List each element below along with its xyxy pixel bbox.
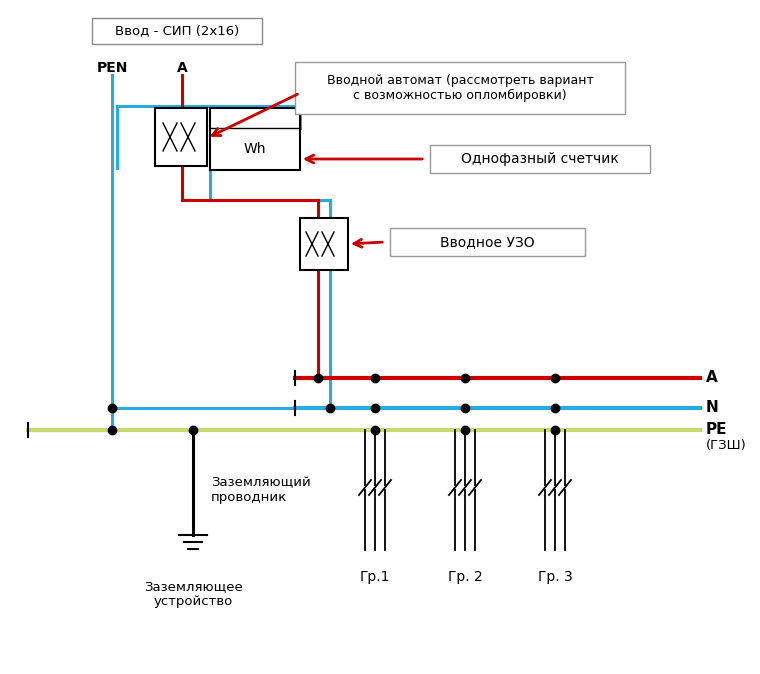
Bar xyxy=(92,18,262,44)
Text: A: A xyxy=(176,61,188,75)
Text: Вводной автомат (рассмотреть вариант
с возможностью опломбировки): Вводной автомат (рассмотреть вариант с в… xyxy=(327,74,594,102)
Bar xyxy=(295,62,625,114)
Text: Вводное УЗО: Вводное УЗО xyxy=(440,235,535,249)
Bar xyxy=(390,228,585,256)
Bar xyxy=(155,108,207,166)
Text: (ГЗШ): (ГЗШ) xyxy=(706,439,747,452)
Text: Однофазный счетчик: Однофазный счетчик xyxy=(461,152,619,166)
Bar xyxy=(430,145,650,173)
Text: Заземляющий
проводник: Заземляющий проводник xyxy=(211,476,311,504)
Text: PE: PE xyxy=(706,423,727,437)
Text: PEN: PEN xyxy=(97,61,128,75)
Text: Гр. 2: Гр. 2 xyxy=(448,570,483,584)
Text: N: N xyxy=(706,400,719,415)
Text: Гр. 3: Гр. 3 xyxy=(537,570,572,584)
Bar xyxy=(210,108,300,170)
Text: Ввод - СИП (2x16): Ввод - СИП (2x16) xyxy=(115,24,239,38)
Text: Заземляющее
устройство: Заземляющее устройство xyxy=(144,580,242,608)
Bar xyxy=(300,218,348,270)
Text: Wh: Wh xyxy=(244,142,266,156)
Text: Гр.1: Гр.1 xyxy=(359,570,390,584)
Text: А: А xyxy=(706,371,717,386)
